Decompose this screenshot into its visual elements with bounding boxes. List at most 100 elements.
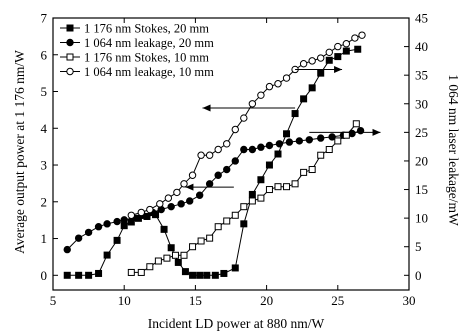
data-point [231, 264, 239, 272]
series-group [63, 31, 366, 279]
y-right-tick-label: 25 [415, 125, 428, 140]
data-point [305, 136, 314, 144]
data-point [63, 271, 71, 279]
y-right-tick-label: 5 [415, 239, 422, 254]
y-left-tick-label: 7 [41, 11, 48, 26]
data-point [257, 143, 265, 151]
arrow-head [185, 183, 194, 191]
plot-border [52, 17, 410, 291]
data-point [189, 271, 197, 279]
data-point [342, 40, 351, 48]
legend-item-4: 1 064 nm leakage, 10 mm [60, 65, 214, 79]
data-point [173, 188, 181, 197]
y-left-tick-label: 2 [41, 194, 48, 209]
y-left-tick-label: 0 [41, 268, 48, 283]
data-point [205, 151, 214, 159]
data-point [265, 141, 274, 150]
y-right-tick-label: 40 [415, 39, 428, 54]
data-point [127, 268, 135, 276]
data-point [356, 126, 365, 135]
data-point [240, 203, 248, 211]
data-point [103, 251, 111, 259]
x-tick-label: 5 [50, 293, 57, 308]
y-right-tick-label: 45 [415, 11, 428, 26]
data-point [342, 131, 350, 139]
plot-frame [52, 17, 410, 291]
data-point [120, 222, 128, 230]
data-point [205, 180, 214, 188]
data-point [164, 194, 173, 202]
data-point [317, 69, 325, 77]
legend-item-2: 1 064 nm leakage, 20 mm [60, 36, 214, 50]
data-point [197, 151, 205, 159]
data-point [275, 140, 284, 148]
x-tick-label: 25 [331, 293, 344, 308]
data-point [211, 271, 219, 279]
legend-marker [66, 53, 74, 61]
data-point [171, 251, 179, 259]
arrow-head [202, 104, 211, 112]
data-point [283, 183, 291, 191]
series-line [131, 34, 363, 216]
data-point [308, 57, 316, 65]
data-point [223, 217, 231, 225]
legend: 1 176 nm Stokes, 20 mm1 064 nm leakage, … [60, 21, 214, 79]
data-point [342, 47, 350, 55]
data-point [257, 194, 265, 202]
data-point [214, 171, 222, 179]
legend-item-3: 1 176 nm Stokes, 10 mm [60, 50, 209, 64]
arrow-head [372, 128, 381, 136]
data-point [257, 176, 265, 184]
data-point [74, 234, 83, 242]
data-point [240, 114, 248, 122]
x-tick-label: 20 [260, 293, 273, 308]
data-point [84, 228, 93, 237]
data-point [248, 145, 257, 154]
data-point [195, 191, 204, 199]
data-point [180, 180, 188, 188]
data-point [146, 263, 154, 271]
data-point [248, 197, 256, 205]
data-point [120, 216, 128, 224]
series-2 [63, 126, 365, 254]
data-point [223, 140, 231, 148]
x-tick-label: 15 [189, 293, 202, 308]
data-point [167, 202, 175, 211]
data-point [196, 271, 204, 279]
data-point [214, 145, 222, 154]
data-point [137, 208, 145, 217]
data-point [274, 183, 282, 191]
data-point [334, 42, 342, 51]
data-point [206, 234, 214, 242]
data-point [285, 138, 294, 146]
data-point [231, 157, 239, 165]
data-point [103, 220, 111, 228]
y-left-tick-label: 5 [41, 84, 48, 99]
data-point [240, 145, 248, 154]
data-point [317, 54, 325, 62]
data-point [137, 268, 145, 276]
data-point [334, 137, 342, 145]
data-point [300, 168, 308, 176]
y-right-axis-title: 1 064 nm laser leakage/mW [446, 74, 461, 226]
data-point [189, 243, 197, 251]
legend-label: 1 176 nm Stokes, 10 mm [84, 50, 209, 64]
data-point [197, 237, 205, 245]
data-point [188, 171, 197, 179]
data-point [94, 223, 103, 231]
data-point [283, 130, 291, 138]
legend-marker [66, 24, 74, 32]
legend-label: 1 064 nm leakage, 20 mm [84, 36, 214, 50]
data-point [248, 190, 256, 198]
data-point [160, 225, 168, 233]
y-left-axis-title: Average output power at 1 176 nm/W [12, 50, 27, 254]
data-point [325, 146, 333, 154]
data-point [257, 91, 265, 99]
legend-item-1: 1 176 nm Stokes, 20 mm [60, 21, 209, 35]
x-axis-title: Incident LD power at 880 nm/W [148, 316, 325, 331]
legend-label: 1 176 nm Stokes, 20 mm [84, 21, 209, 35]
legend-marker [66, 38, 74, 47]
x-tick-label: 10 [118, 293, 131, 308]
